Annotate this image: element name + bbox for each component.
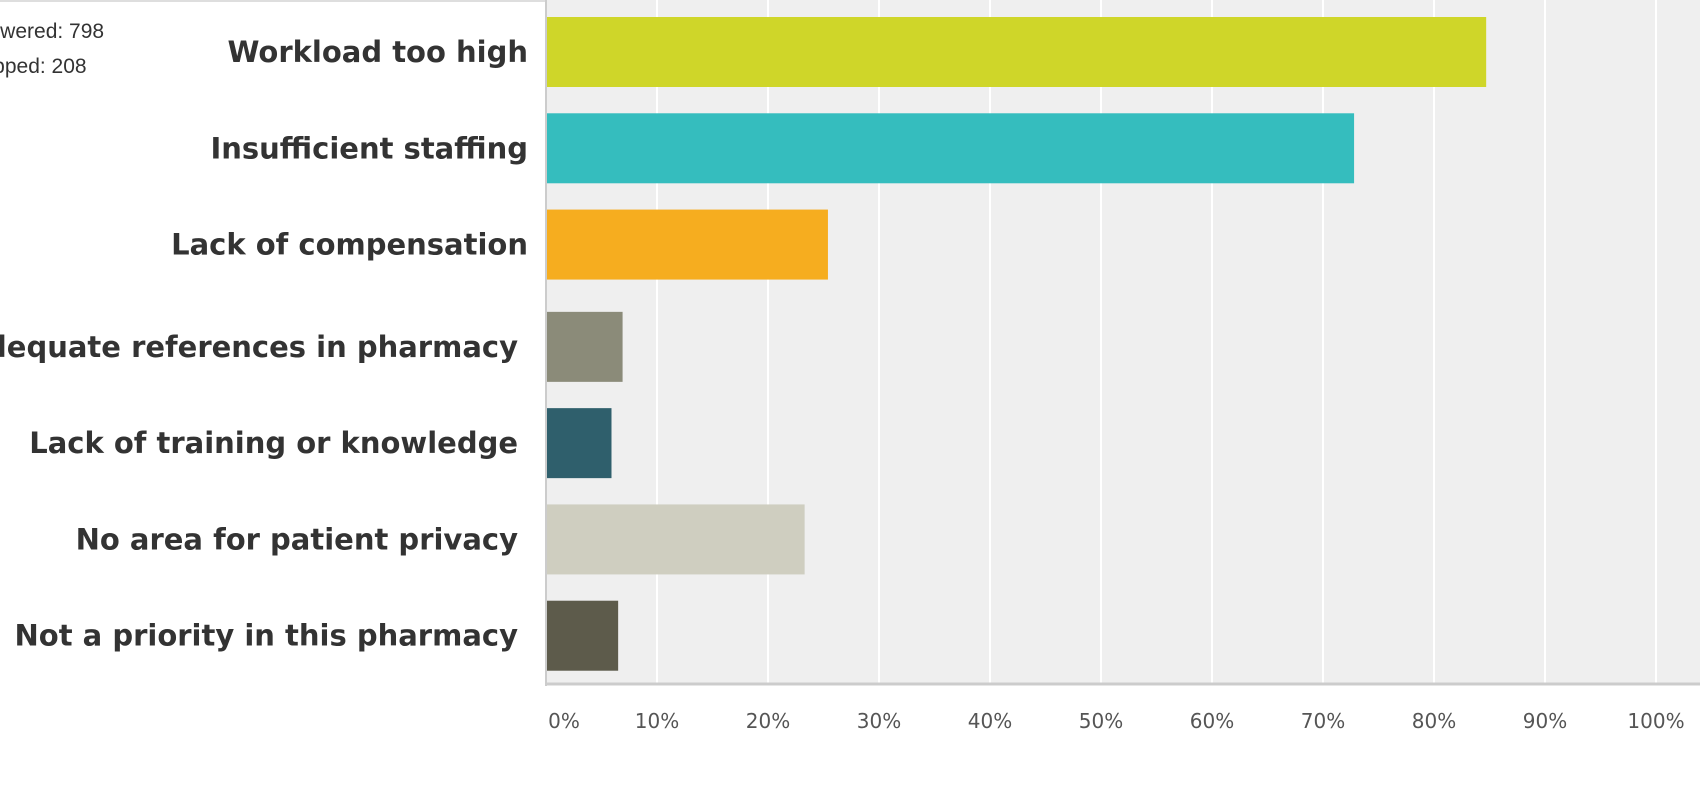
x-tick-label: 100%: [1627, 709, 1684, 733]
x-tick-label: 50%: [1079, 709, 1123, 733]
bar-6: [546, 504, 805, 575]
category-label-3: Lack of compensation: [171, 228, 528, 262]
bar-2: [546, 113, 1355, 184]
axes: [545, 0, 1700, 686]
x-tick-label: 90%: [1523, 709, 1567, 733]
category-label-7: Not a priority in this pharmacy: [15, 619, 519, 653]
bar-4: [546, 311, 623, 382]
category-label-6: No area for patient privacy: [76, 522, 519, 556]
x-tick-label: 0%: [548, 709, 580, 733]
category-label-2: Insufficient staffing: [210, 131, 528, 165]
plot-area: [546, 0, 1700, 684]
category-labels: Workload too high Insufficient staffing La…: [0, 35, 528, 653]
x-tick-label: 10%: [635, 709, 679, 733]
bar-1: [546, 17, 1487, 87]
category-label-5: Lack of training or knowledge: [29, 426, 518, 460]
plot-background: [546, 0, 1700, 684]
bar-5: [546, 408, 612, 479]
category-label-1: Workload too high: [227, 35, 528, 69]
x-tick-label: 40%: [968, 709, 1012, 733]
x-tick-label: 80%: [1412, 709, 1456, 733]
response-summary: Answered: 798 Skipped: 208: [0, 14, 104, 84]
category-label-4: Inadequate references in pharmacy: [0, 330, 518, 364]
bars: [546, 17, 1487, 671]
x-tick-label: 60%: [1190, 709, 1234, 733]
tick-labels: 0% 10% 20% 30% 40% 50% 60% 70% 80% 90% 100%: [548, 709, 1684, 733]
x-tick-label: 30%: [857, 709, 901, 733]
x-tick-label: 70%: [1301, 709, 1345, 733]
skipped-count: Skipped: 208: [0, 55, 87, 78]
answered-count: Answered: 798: [0, 20, 105, 43]
x-tick-label: 20%: [746, 709, 790, 733]
bar-3: [546, 209, 828, 280]
bar-7: [546, 600, 619, 671]
